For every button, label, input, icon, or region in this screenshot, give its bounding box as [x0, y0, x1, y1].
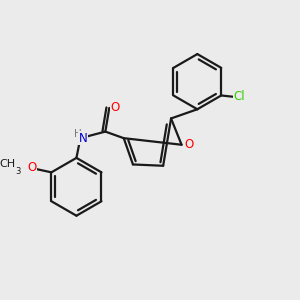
Text: N: N — [79, 132, 87, 145]
Text: O: O — [27, 161, 36, 174]
Text: O: O — [110, 101, 120, 114]
Text: Cl: Cl — [233, 90, 245, 103]
Text: CH: CH — [0, 159, 16, 169]
Text: H: H — [74, 129, 82, 139]
Text: O: O — [184, 138, 194, 151]
Text: 3: 3 — [15, 167, 21, 176]
